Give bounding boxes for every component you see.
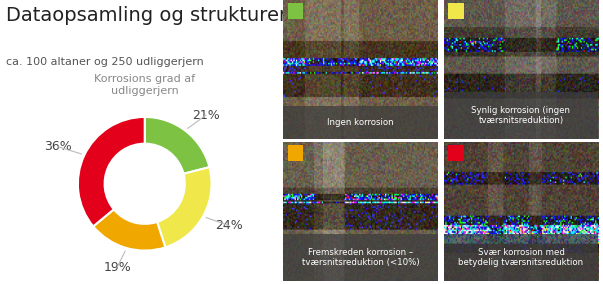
Bar xyxy=(444,234,598,281)
Bar xyxy=(444,92,598,139)
Bar xyxy=(449,3,464,20)
Bar xyxy=(288,3,303,20)
Text: Korrosions grad af
udliggerjern: Korrosions grad af udliggerjern xyxy=(94,74,195,96)
Text: 21%: 21% xyxy=(192,108,220,122)
Text: Ingen korrosion: Ingen korrosion xyxy=(327,118,394,127)
Text: 36%: 36% xyxy=(44,140,72,153)
Text: Synlig korrosion (ingen
tværsnitsreduktion): Synlig korrosion (ingen tværsnitsredukti… xyxy=(472,106,570,125)
Bar xyxy=(449,145,464,162)
Text: Dataopsamling og strukturering: Dataopsamling og strukturering xyxy=(5,6,317,25)
Bar xyxy=(283,234,438,281)
Text: Fremskreden korrosion –
tværsnitsreduktion (<10%): Fremskreden korrosion – tværsnitsredukti… xyxy=(302,248,420,267)
Wedge shape xyxy=(78,117,145,226)
Text: Svær korrosion med
betydelig tværsnitsreduktion: Svær korrosion med betydelig tværsnitsre… xyxy=(458,248,584,267)
Text: ca. 100 altaner og 250 udliggerjern: ca. 100 altaner og 250 udliggerjern xyxy=(5,57,203,67)
Bar xyxy=(288,145,303,162)
Wedge shape xyxy=(145,117,209,174)
Text: 24%: 24% xyxy=(215,219,243,232)
Bar xyxy=(283,106,438,139)
Text: 19%: 19% xyxy=(103,261,131,274)
Wedge shape xyxy=(157,167,212,247)
Wedge shape xyxy=(93,209,165,250)
